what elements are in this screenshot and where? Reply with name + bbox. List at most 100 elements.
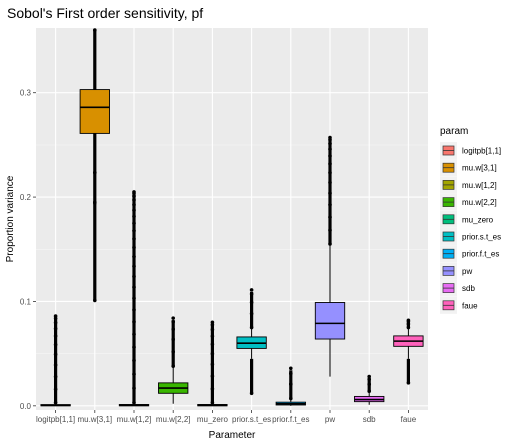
legend-label: mu.w[3,1] bbox=[462, 164, 497, 173]
outlier-point bbox=[132, 237, 136, 241]
outlier-point bbox=[210, 334, 215, 338]
outlier-point bbox=[171, 349, 175, 354]
outlier-point bbox=[132, 285, 136, 289]
x-axis-ticks: logitpb[1,1] mu.w[3,1] mu.w[1,2] mu.w[2,2] m… bbox=[36, 410, 417, 424]
outlier-point bbox=[249, 391, 254, 396]
legend-item-mu.w[3,1]: mu.w[3,1] bbox=[440, 159, 497, 177]
legend-title: param bbox=[440, 126, 468, 137]
x-tick-label: prior.f.t_es bbox=[272, 415, 309, 424]
outlier-point bbox=[132, 274, 136, 279]
x-tick-label: logitpb[1,1] bbox=[36, 415, 75, 424]
legend-item-pw: pw bbox=[440, 262, 472, 280]
outlier-point bbox=[289, 371, 293, 376]
box-iqr bbox=[314, 302, 346, 340]
legend-label: mu.w[1,2] bbox=[462, 181, 497, 190]
outlier-point bbox=[406, 319, 411, 324]
outlier-point bbox=[53, 374, 58, 379]
x-tick-label: mu.w[2,2] bbox=[156, 415, 191, 424]
outlier-point bbox=[132, 254, 136, 259]
y-tick-label: 0.2 bbox=[20, 193, 32, 202]
legend-label: prior.s.t_es bbox=[462, 233, 501, 242]
outlier-point bbox=[132, 202, 136, 207]
x-tick-label: faue bbox=[401, 415, 417, 424]
outlier-point bbox=[132, 221, 136, 226]
box-mu_zero bbox=[197, 320, 228, 407]
outlier-point bbox=[171, 316, 175, 320]
outlier-point bbox=[93, 298, 97, 303]
legend-item-mu.w[1,2]: mu.w[1,2] bbox=[440, 176, 497, 194]
outlier-point bbox=[289, 366, 293, 371]
x-tick-label: sdb bbox=[363, 415, 376, 424]
box-logitpb[1,1] bbox=[40, 314, 71, 407]
outlier-point bbox=[171, 337, 175, 342]
outlier-point bbox=[171, 327, 175, 332]
y-axis-ticks: 0.0 0.1 0.2 0.3 bbox=[20, 89, 36, 411]
outlier-point bbox=[328, 154, 332, 158]
outlier-point bbox=[132, 308, 136, 312]
outlier-point bbox=[328, 215, 332, 219]
x-tick-label: mu.w[3,1] bbox=[77, 415, 112, 424]
legend-item-faue: faue bbox=[440, 296, 478, 314]
outlier-point bbox=[249, 311, 254, 316]
box-prior.s.t_es bbox=[236, 288, 267, 396]
outlier-point bbox=[132, 386, 136, 391]
box-prior.f.t_es bbox=[275, 366, 306, 406]
box-mu.w[3,1] bbox=[79, 28, 110, 303]
legend: param logitpb[1,1] mu.w[3,1] mu.w[1,2] mu.w… bbox=[440, 126, 501, 314]
legend-item-mu_zero: mu_zero bbox=[440, 210, 494, 228]
outlier-point bbox=[367, 377, 372, 381]
outlier-point bbox=[328, 147, 332, 151]
outlier-point bbox=[132, 358, 136, 363]
x-tick-label: pw bbox=[325, 415, 335, 424]
box-mu.w[1,2] bbox=[118, 190, 150, 407]
outlier-point bbox=[53, 334, 58, 338]
outlier-point bbox=[210, 322, 215, 327]
outlier-point bbox=[132, 228, 136, 233]
legend-label: mu.w[2,2] bbox=[462, 198, 497, 207]
outlier-point bbox=[53, 326, 58, 331]
outlier-point bbox=[406, 381, 411, 385]
outlier-point bbox=[53, 320, 58, 325]
outlier-point bbox=[132, 194, 136, 198]
outlier-point bbox=[132, 296, 136, 301]
outlier-point bbox=[328, 137, 332, 142]
outlier-point bbox=[289, 382, 293, 386]
box-sdb bbox=[354, 374, 385, 405]
legend-label: logitpb[1,1] bbox=[462, 147, 501, 156]
x-tick-label: mu.w[1,2] bbox=[117, 415, 152, 424]
box-mu.w[2,2] bbox=[158, 316, 189, 404]
legend-label: sdb bbox=[462, 284, 475, 293]
outlier-point bbox=[53, 352, 58, 357]
outlier-point bbox=[328, 228, 332, 233]
y-tick-label: 0.3 bbox=[20, 89, 32, 98]
outlier-point bbox=[132, 332, 136, 337]
outlier-point bbox=[53, 316, 58, 321]
outlier-point bbox=[53, 363, 58, 367]
outlier-point bbox=[328, 162, 332, 166]
y-tick-label: 0.0 bbox=[20, 402, 32, 411]
outlier-point bbox=[249, 288, 254, 292]
outlier-point bbox=[132, 345, 136, 349]
box-pw bbox=[314, 135, 346, 377]
outlier-point bbox=[132, 264, 136, 269]
outlier-point bbox=[367, 382, 372, 387]
legend-item-sdb: sdb bbox=[440, 279, 475, 297]
box-layer bbox=[40, 28, 424, 407]
outlier-point bbox=[249, 300, 254, 305]
x-axis-title: Parameter bbox=[209, 430, 256, 441]
chart-title: Sobol's First order sensitivity, pf bbox=[7, 5, 203, 21]
outlier-point bbox=[328, 202, 332, 207]
outlier-point bbox=[328, 141, 332, 146]
outlier-point bbox=[171, 320, 175, 324]
outlier-point bbox=[328, 170, 332, 175]
x-tick-label: mu_zero bbox=[197, 415, 229, 424]
box-faue bbox=[393, 318, 424, 385]
outlier-point bbox=[132, 372, 136, 376]
outlier-point bbox=[328, 180, 332, 185]
legend-item-prior.f.t_es: prior.f.t_es bbox=[440, 245, 499, 263]
outlier-point bbox=[132, 245, 136, 250]
x-tick-label: prior.s.t_es bbox=[232, 415, 271, 424]
outlier-point bbox=[132, 214, 136, 219]
outlier-point bbox=[53, 342, 58, 347]
outlier-point bbox=[406, 322, 411, 326]
